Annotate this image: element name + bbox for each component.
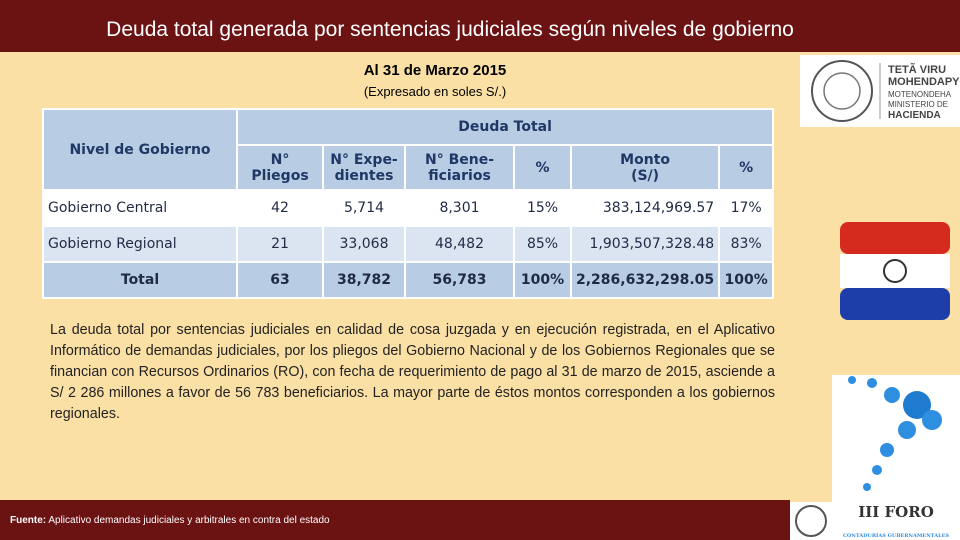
cell: 8,301 bbox=[404, 189, 515, 227]
flag-red bbox=[840, 222, 950, 254]
cell: 5,714 bbox=[322, 189, 406, 227]
column-header: N° Expe- dientes bbox=[322, 144, 406, 191]
dot bbox=[848, 376, 856, 384]
header-row: Nivel de Gobierno Deuda Total bbox=[42, 108, 775, 191]
group-header: Deuda Total bbox=[235, 108, 775, 146]
debt-table: Nivel de Gobierno Deuda Total N° Pliegos N°… bbox=[42, 108, 775, 299]
cell: 48,482 bbox=[404, 225, 515, 263]
cell: 33,068 bbox=[322, 225, 406, 263]
cell: 17% bbox=[718, 189, 775, 227]
table-row: Gobierno Central 42 5,714 8,301 15% 383,124,9… bbox=[42, 189, 775, 227]
source-label: Fuente: bbox=[10, 515, 47, 526]
ministry-line: MOTENONDEHA bbox=[888, 90, 952, 99]
row-name: Gobierno Regional bbox=[42, 225, 238, 263]
table-row: Gobierno Regional 21 33,068 48,482 85% 1,903,… bbox=[42, 225, 775, 263]
footer-seal bbox=[790, 502, 832, 540]
dot bbox=[867, 378, 877, 388]
seal-ring bbox=[795, 505, 827, 537]
flag bbox=[840, 222, 950, 320]
column-header: % bbox=[513, 144, 572, 191]
dot bbox=[872, 465, 882, 475]
cell: 2,286,632,298.05 bbox=[569, 261, 721, 299]
cell: 100% bbox=[513, 261, 572, 299]
cell: 38,782 bbox=[322, 261, 406, 299]
cell: 56,783 bbox=[404, 261, 515, 299]
corner-header: Nivel de Gobierno bbox=[42, 108, 238, 191]
dot bbox=[884, 387, 900, 403]
ministry-line: MINISTERIO DE bbox=[888, 100, 948, 109]
cell: 85% bbox=[513, 225, 572, 263]
seal bbox=[811, 60, 873, 122]
unit: (Expresado en soles S/.) bbox=[363, 84, 507, 99]
ministry-line: MOHENDAPY bbox=[888, 76, 960, 88]
cell: 83% bbox=[718, 225, 775, 263]
cell: 63 bbox=[236, 261, 324, 299]
cell: 1,903,507,328.48 bbox=[569, 225, 721, 263]
seal-inner bbox=[823, 72, 861, 110]
column-header: % bbox=[718, 144, 775, 191]
forum-text: III FORO CONTADURÍAS GUBERNAMENTALES bbox=[843, 503, 949, 539]
dot bbox=[863, 483, 871, 491]
ministry-line: TETÃ VIRU bbox=[888, 63, 946, 76]
dot bbox=[880, 443, 894, 457]
source-text: Aplicativo demandas judiciales y arbitra… bbox=[48, 515, 330, 526]
header-row: N° Pliegos N° Expe- dientes N° Bene- ficia… bbox=[43, 144, 775, 191]
forum-logo: III FORO CONTADURÍAS GUBERNAMENTALES bbox=[832, 375, 960, 540]
row-name: Total bbox=[42, 261, 238, 299]
column-header: N° Bene- ficiarios bbox=[404, 144, 515, 191]
title: Deuda total generada por sentencias judi… bbox=[106, 18, 794, 41]
column-header: N° Pliegos bbox=[236, 144, 324, 191]
cell: 100% bbox=[718, 261, 775, 299]
title-bar bbox=[0, 0, 960, 52]
date: Al 31 de Marzo 2015 bbox=[363, 62, 507, 79]
forum-line: CONTADURÍAS GUBERNAMENTALES bbox=[843, 532, 949, 539]
flag-emblem bbox=[883, 259, 907, 283]
flag-blue bbox=[840, 288, 950, 320]
row-name: Gobierno Central bbox=[42, 189, 238, 227]
dot bbox=[898, 421, 916, 439]
table-row: Total 63 38,782 56,783 100% 2,286,632,298.05 1… bbox=[42, 261, 775, 299]
dot bbox=[903, 391, 931, 419]
cell: 383,124,969.57 bbox=[569, 189, 721, 227]
cell: 15% bbox=[513, 189, 572, 227]
forum-logo-art: III FORO CONTADURÍAS GUBERNAMENTALES bbox=[843, 376, 949, 539]
ministry-line: HACIENDA bbox=[888, 110, 941, 121]
cell: 42 bbox=[236, 189, 324, 227]
column-header: Monto (S/) bbox=[569, 144, 721, 191]
footer-bar bbox=[0, 500, 790, 540]
body-text: La deuda total por sentencias judiciales… bbox=[50, 322, 775, 422]
forum-line: III FORO bbox=[858, 503, 934, 521]
source: Fuente: Aplicativo demandas judiciales y… bbox=[10, 515, 330, 526]
dot bbox=[922, 410, 942, 430]
ministry-logo: TETÃ VIRU MOHENDAPY MOTENONDEHA MINISTERIO … bbox=[800, 55, 960, 127]
cell: 21 bbox=[236, 225, 324, 263]
